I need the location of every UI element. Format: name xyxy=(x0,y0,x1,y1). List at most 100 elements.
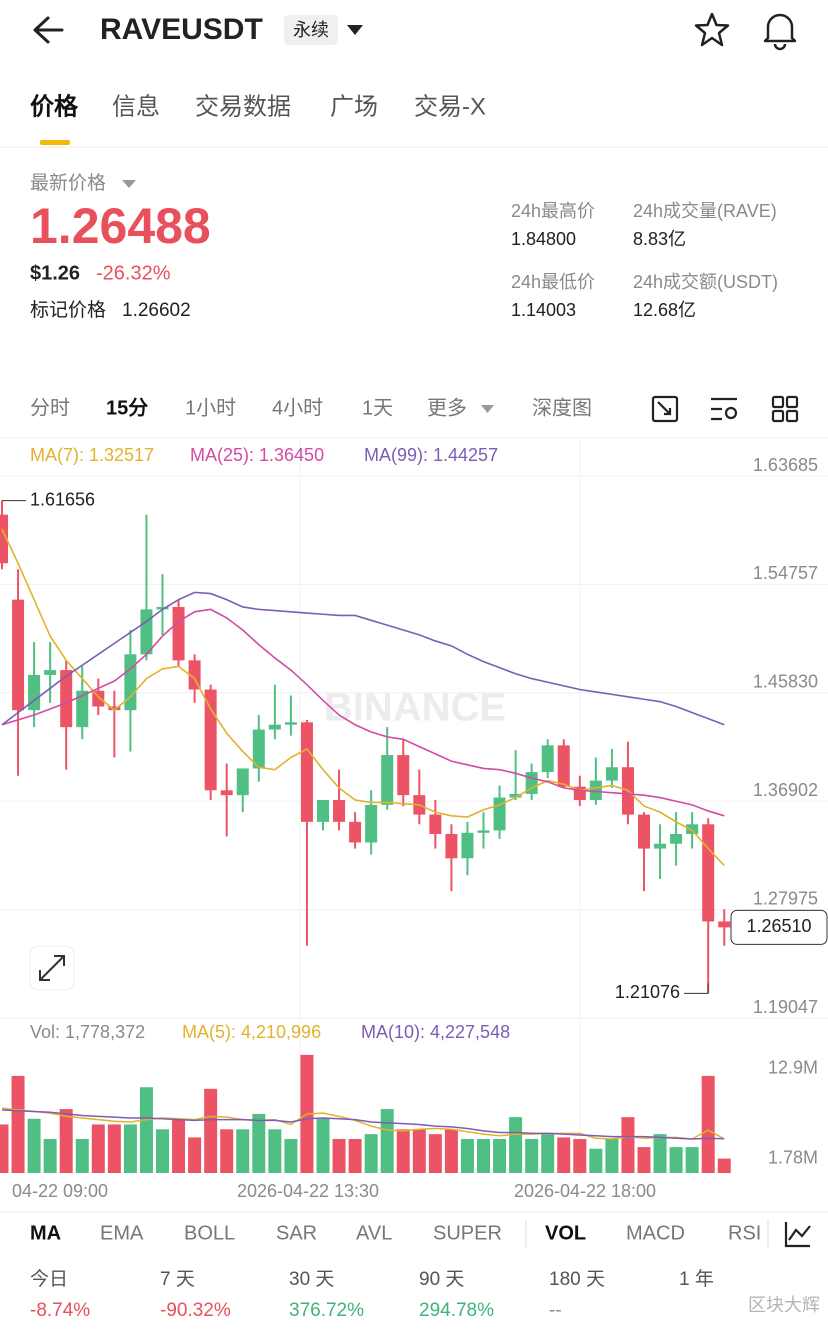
volume-bar xyxy=(284,1139,298,1173)
x-tick-label: 2026-04-22 13:30 xyxy=(237,1181,379,1201)
period-change: 294.78% xyxy=(419,1300,494,1321)
ma-legend: MA(25): 1.36450 xyxy=(190,445,324,465)
volume-bar xyxy=(236,1129,250,1173)
volume-ma-line xyxy=(1,1107,725,1140)
x-tick-label: 2026-04-22 18:00 xyxy=(514,1181,656,1201)
candle-body xyxy=(509,793,522,798)
period-change: -90.32% xyxy=(160,1300,231,1321)
period-label: 30 天 xyxy=(289,1269,334,1290)
tab[interactable]: 信息 xyxy=(112,93,160,120)
y-tick-label: 1.19047 xyxy=(753,997,818,1017)
candle-body xyxy=(44,670,57,675)
candle-body xyxy=(124,654,137,711)
last-price: 1.26488 xyxy=(30,198,211,254)
interval[interactable]: 1天 xyxy=(362,397,393,419)
volume-bar xyxy=(27,1118,41,1173)
volume-bar xyxy=(396,1129,410,1173)
expand-glyph xyxy=(39,955,65,981)
low-pointer xyxy=(684,983,709,994)
volume-ma-line xyxy=(1,1109,725,1140)
volume-bar xyxy=(316,1118,330,1173)
volume-bar xyxy=(139,1087,153,1173)
volume-bar xyxy=(364,1134,378,1173)
tab[interactable]: 交易数据 xyxy=(195,93,291,120)
candle-body xyxy=(76,690,89,728)
volume-bar xyxy=(509,1117,523,1173)
interval[interactable]: 4小时 xyxy=(272,396,323,419)
period-change: -8.74% xyxy=(30,1300,90,1321)
ma-legend: MA(7): 1.32517 xyxy=(30,445,154,465)
indicator[interactable]: AVL xyxy=(356,1222,392,1244)
indicator[interactable]: BOLL xyxy=(184,1222,235,1244)
notification-icon[interactable] xyxy=(763,13,797,51)
candle-body xyxy=(28,674,41,711)
period-label: 180 天 xyxy=(549,1269,605,1290)
layout-glyph xyxy=(771,409,785,423)
volume-bar xyxy=(75,1139,89,1173)
interval[interactable]: 15分 xyxy=(106,396,148,419)
period-label: 1 年 xyxy=(679,1268,714,1290)
indicator[interactable]: SAR xyxy=(276,1222,317,1244)
volume-bar xyxy=(380,1109,394,1173)
period-label: 7 天 xyxy=(160,1269,195,1290)
volume-bar xyxy=(348,1139,362,1173)
volume-bar xyxy=(477,1139,490,1173)
price-type-dropdown[interactable] xyxy=(122,180,136,188)
indicator[interactable]: EMA xyxy=(100,1222,144,1244)
tab[interactable]: 交易-X xyxy=(414,93,486,120)
volume-ma-legend: MA(5): 4,210,996 xyxy=(182,1022,321,1042)
settings-tool[interactable] xyxy=(711,397,737,421)
symbol-dropdown[interactable] xyxy=(347,25,363,35)
high-label: 1.61656 xyxy=(30,489,95,509)
volume-bar xyxy=(460,1139,474,1173)
volume-bar xyxy=(428,1134,442,1173)
favorite-icon[interactable] xyxy=(694,12,730,47)
candle-body xyxy=(589,780,602,801)
volume-bar xyxy=(701,1075,715,1173)
volume-bar xyxy=(107,1124,121,1173)
indicator[interactable]: MA xyxy=(30,1222,61,1244)
stat-value: 1.14003 xyxy=(511,300,576,320)
badge-bg xyxy=(284,15,338,45)
volume-legend: Vol: 1,778,372 xyxy=(30,1022,145,1042)
back-button[interactable] xyxy=(33,16,64,44)
volume-bar xyxy=(541,1134,555,1173)
volume-bar xyxy=(621,1117,635,1173)
indicator[interactable]: RSI xyxy=(728,1222,761,1244)
indicator[interactable]: MACD xyxy=(626,1222,685,1244)
chart-tools xyxy=(651,395,799,423)
tab[interactable]: 价格 xyxy=(30,93,79,120)
interval[interactable]: 深度图 xyxy=(532,396,592,419)
interval[interactable]: 分时 xyxy=(30,396,70,419)
layout-tool[interactable] xyxy=(771,395,785,409)
volume-bar xyxy=(525,1139,539,1173)
stat-value: 1.84800 xyxy=(511,229,576,249)
interval[interactable]: 1小时 xyxy=(185,396,236,419)
indicator-settings[interactable] xyxy=(784,1222,811,1248)
interval[interactable]: 更多 xyxy=(427,396,467,419)
indicator[interactable]: SUPER xyxy=(433,1222,502,1244)
volume-bar xyxy=(0,1124,9,1173)
volume-bar xyxy=(669,1147,683,1173)
candle-body xyxy=(317,800,329,822)
ma-legend: MA(99): 1.44257 xyxy=(364,445,498,465)
volume-bar xyxy=(412,1129,426,1173)
indicator[interactable]: VOL xyxy=(545,1222,586,1244)
symbol: RAVEUSDT xyxy=(100,13,263,46)
active-tab-indicator xyxy=(40,140,70,145)
period-label: 90 天 xyxy=(419,1269,464,1290)
volume-bar xyxy=(11,1075,25,1173)
candle-body xyxy=(381,755,394,805)
volume-ma-legend: MA(10): 4,227,548 xyxy=(361,1022,510,1042)
y-tick-label: 1.36902 xyxy=(753,780,818,800)
fullscreen-tool[interactable] xyxy=(651,395,679,423)
candle-body xyxy=(236,768,249,796)
candle-body xyxy=(300,722,313,822)
more-dropdown[interactable] xyxy=(481,405,494,413)
candle-body xyxy=(12,599,25,711)
candle-body xyxy=(445,834,458,859)
candle-body xyxy=(638,814,650,849)
stat-label: 24h最低价 xyxy=(511,272,595,292)
candle-body xyxy=(333,800,346,822)
tab[interactable]: 广场 xyxy=(330,93,378,120)
